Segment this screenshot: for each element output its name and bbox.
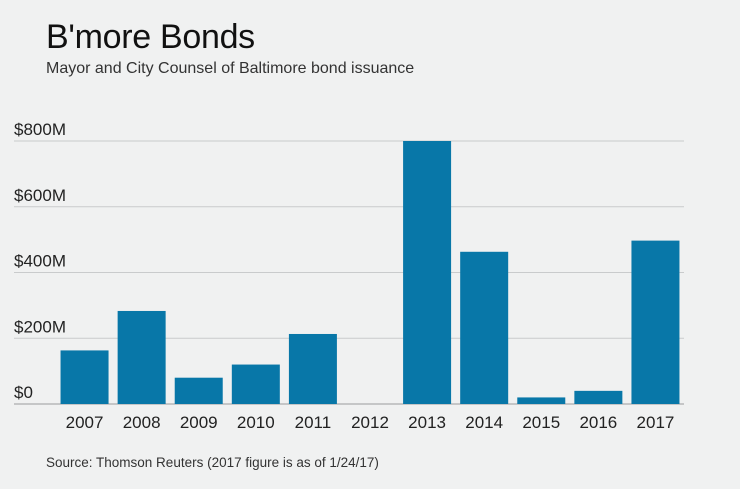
x-axis-ticks: 2007 2008 2009 2010 2011 2012 2013 2014 2015 2016… [66, 413, 675, 432]
bar-2013 [403, 141, 452, 404]
x-tick-label: 2009 [180, 413, 218, 432]
y-tick-label: $400M [14, 252, 66, 271]
y-tick-label: $0 [14, 383, 33, 402]
bars [60, 141, 680, 404]
bar-2008 [117, 310, 166, 404]
x-tick-label: 2015 [522, 413, 560, 432]
x-tick-label: 2008 [123, 413, 161, 432]
bar-2010 [231, 364, 280, 404]
chart-title: B'more Bonds [46, 18, 255, 56]
y-tick-label: $200M [14, 317, 66, 336]
chart-subtitle: Mayor and City Counsel of Baltimore bond… [46, 60, 415, 77]
bar-2011 [288, 333, 337, 404]
x-tick-label: 2016 [579, 413, 617, 432]
gridlines [14, 140, 684, 405]
x-tick-label: 2017 [637, 413, 675, 432]
bar-2015 [517, 397, 566, 404]
bar-2009 [174, 377, 223, 404]
source-note: Source: Thomson Reuters (2017 figure is … [46, 455, 379, 470]
bar-2007 [60, 350, 109, 404]
x-tick-label: 2012 [351, 413, 389, 432]
x-tick-label: 2013 [408, 413, 446, 432]
y-tick-label: $800M [14, 120, 66, 139]
x-tick-label: 2007 [66, 413, 104, 432]
bar-2017 [631, 240, 680, 404]
y-tick-label: $600M [14, 186, 66, 205]
bar-2016 [574, 390, 623, 404]
x-tick-label: 2014 [465, 413, 503, 432]
y-axis-ticks: $0 $200M $400M $600M $800M [14, 120, 66, 402]
x-tick-label: 2010 [237, 413, 275, 432]
bar-2014 [460, 251, 509, 404]
x-tick-label: 2011 [295, 413, 332, 432]
